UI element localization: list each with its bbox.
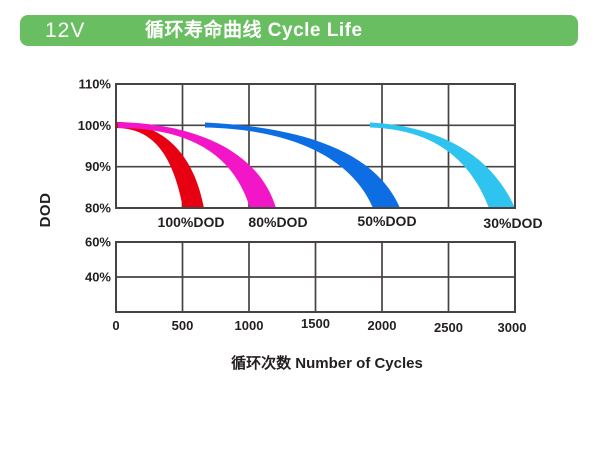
xtick-2000: 2000 [368,318,397,333]
header-bar: 12V 循环寿命曲线 Cycle Life [20,15,578,46]
ytick-80: 80% [85,201,111,216]
ytick-90: 90% [85,159,111,174]
ytick-110: 110% [78,77,111,92]
lower-panel-border [115,241,516,313]
curve-bands [116,122,515,208]
upper-panel-border [115,83,516,209]
y-axis-title: DOD [37,193,54,228]
grid-lines [116,84,515,312]
voltage-badge: 12V [45,19,86,42]
band-80dod [118,122,276,208]
x-axis-title: 循环次数 Number of Cycles [231,354,423,372]
xtick-0: 0 [112,318,119,333]
xtick-1500: 1500 [301,316,330,331]
xtick-2500: 2500 [434,320,463,335]
lower-panel-vgrid [181,242,450,312]
xtick-1000: 1000 [235,318,264,333]
curve-label-50dod: 50%DOD [357,213,416,229]
curve-label-30dod: 30%DOD [483,215,542,231]
ytick-60: 60% [85,235,111,250]
curve-label-80dod: 80%DOD [248,214,307,230]
band-50dod [205,122,400,208]
page-title: 循环寿命曲线 Cycle Life [145,20,363,41]
xtick-500: 500 [172,318,194,333]
ytick-100: 100% [78,118,112,133]
panel-borders [115,83,516,313]
xtick-3000: 3000 [498,320,527,335]
band-30dod [370,122,515,208]
curve-label-100dod: 100%DOD [158,214,225,230]
band-100dod [116,122,204,208]
ytick-40: 40% [85,270,111,285]
